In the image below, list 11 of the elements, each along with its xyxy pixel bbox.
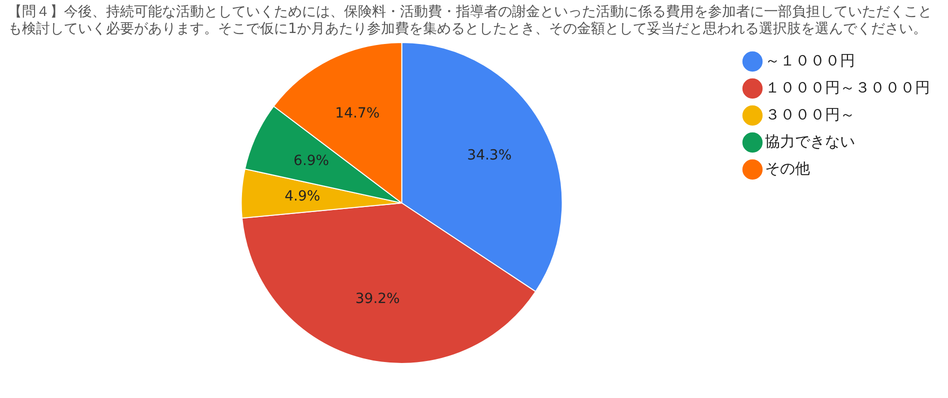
data-label: 6.9% — [294, 153, 330, 170]
data-label: 14.7% — [335, 106, 380, 122]
legend-label: １０００円～３０００円 — [765, 78, 930, 96]
legend-label: ～１０００円 — [765, 51, 855, 70]
legend-label: 協力できない — [765, 132, 855, 150]
chart-title: 【問４】今後、持続可能な活動としていくためには、保険料・活動費・指導者の謝金といった活動に係る費用を参加者に一部負担していただくことも検討していく必要があります。そこで仮に1か月あたり参加費を集めるとしたとき、その金額として妥当だと思われる選択肢を選んでください。 — [8, 4, 933, 38]
legend-label: ３０００円～ — [765, 105, 855, 124]
data-label: 39.2% — [355, 291, 400, 308]
legend-label: その他 — [765, 159, 810, 178]
data-label: 4.9% — [284, 188, 320, 205]
data-label: 34.3% — [467, 148, 512, 164]
